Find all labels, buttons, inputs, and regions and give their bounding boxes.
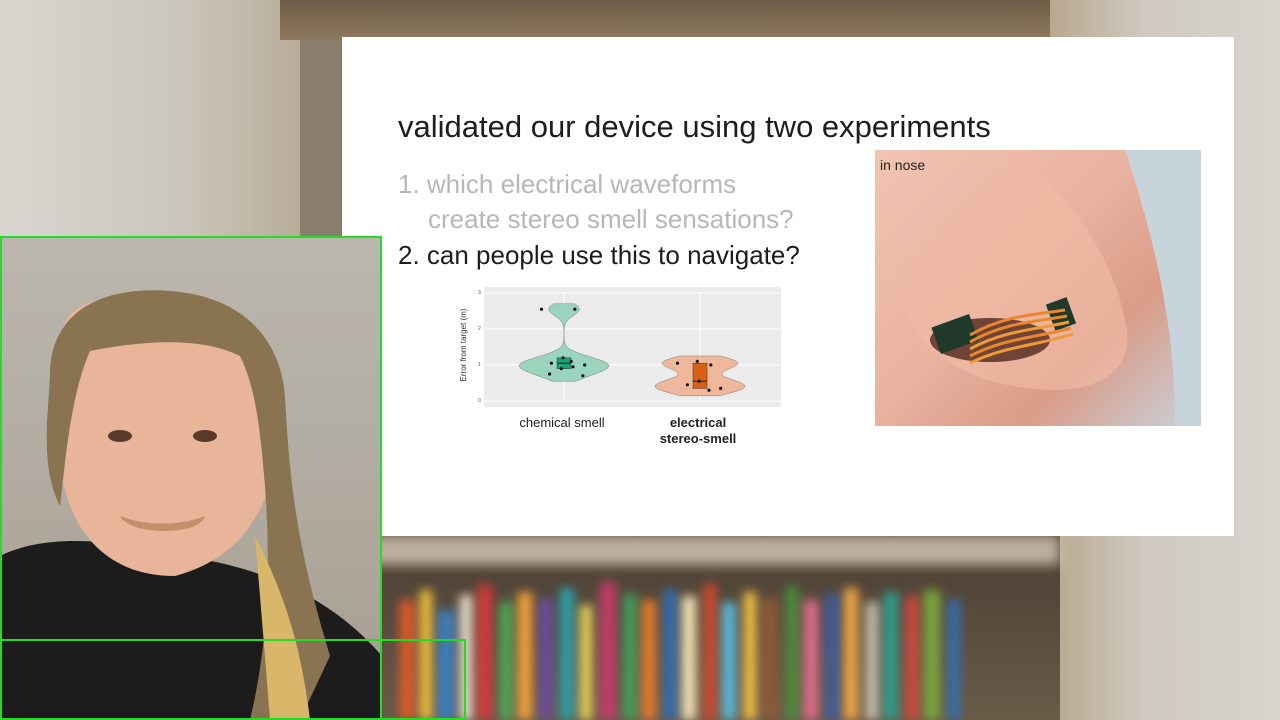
category-label-electrical-line2: stereo-smell xyxy=(659,431,737,446)
presentation-slide: validated our device using two experimen… xyxy=(342,37,1234,536)
presenter-illustration xyxy=(0,290,382,720)
data-point xyxy=(548,372,552,376)
data-point xyxy=(709,363,713,367)
data-point xyxy=(549,361,553,365)
data-point xyxy=(695,359,699,363)
list-item-2: 2. can people use this to navigate? xyxy=(398,240,800,270)
data-point xyxy=(539,307,544,311)
nose-illustration xyxy=(904,150,1201,426)
data-point xyxy=(685,383,689,387)
detection-box-lower xyxy=(0,639,466,720)
data-point xyxy=(561,356,565,360)
data-point xyxy=(581,374,585,378)
violin-0 xyxy=(518,303,610,382)
data-point xyxy=(707,388,711,392)
category-label-electrical-line1: electrical xyxy=(669,415,727,430)
box-1 xyxy=(692,362,708,389)
violin-chart: Error from target (m) 0 1 2 3 xyxy=(456,287,786,407)
data-points xyxy=(539,307,723,392)
blurred-books xyxy=(380,560,1000,720)
category-label-electrical: electrical stereo-smell xyxy=(638,415,758,447)
list-item-1-line1: 1. which electrical waveforms xyxy=(398,169,737,199)
slide-title: validated our device using two experimen… xyxy=(398,109,991,144)
data-point xyxy=(675,361,680,365)
shelf-beam xyxy=(300,535,1060,565)
violin-chart-svg: Error from target (m) 0 1 2 3 xyxy=(459,287,781,407)
y-axis-label: Error from target (m) xyxy=(459,308,468,381)
y-tick-2: 2 xyxy=(478,326,481,332)
data-point xyxy=(569,359,573,363)
data-point xyxy=(583,363,587,367)
photo-label: in nose xyxy=(880,157,926,173)
list-item-1-line2: create stereo smell sensations? xyxy=(428,204,794,234)
data-point xyxy=(719,386,723,390)
data-point xyxy=(573,307,577,311)
y-tick-3: 3 xyxy=(478,290,481,296)
violins xyxy=(518,303,746,396)
data-point xyxy=(559,367,563,371)
data-point xyxy=(571,365,575,369)
y-tick-1: 1 xyxy=(478,362,481,368)
data-point xyxy=(697,379,701,383)
y-tick-0: 0 xyxy=(478,398,481,404)
category-label-chemical: chemical smell xyxy=(519,415,605,430)
nose-device-photo: in nose xyxy=(875,150,1201,426)
